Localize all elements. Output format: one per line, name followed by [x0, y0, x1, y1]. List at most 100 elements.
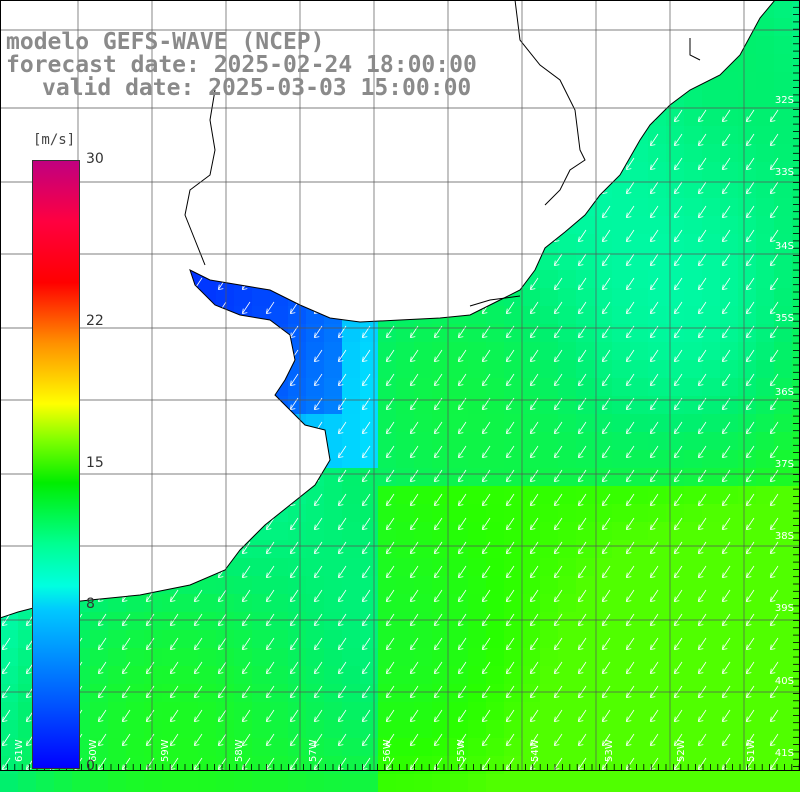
wind-cell — [18, 720, 36, 738]
wind-cell — [504, 396, 522, 414]
wind-arrow — [601, 541, 611, 555]
wind-cell — [738, 450, 756, 468]
wind-cell — [648, 594, 666, 612]
wind-cell — [198, 702, 216, 720]
wind-arrow — [601, 373, 611, 387]
wind-cell — [432, 540, 450, 558]
wind-cell — [216, 594, 234, 612]
wind-cell — [630, 522, 648, 540]
wind-cell — [252, 684, 270, 702]
wind-cell — [324, 648, 342, 666]
wind-cell — [144, 684, 162, 702]
wind-arrow — [361, 733, 371, 747]
wind-cell — [504, 594, 522, 612]
wind-arrow — [745, 229, 755, 243]
wind-cell — [90, 738, 108, 756]
wind-arrow — [745, 589, 755, 603]
wind-cell — [666, 342, 684, 360]
wind-cell — [630, 252, 648, 270]
wind-cell — [468, 756, 486, 774]
wind-cell — [468, 738, 486, 756]
wind-arrow — [625, 469, 635, 483]
wind-cell — [378, 378, 396, 396]
wind-cell — [594, 558, 612, 576]
wind-cell — [360, 468, 378, 486]
wind-cell — [576, 306, 594, 324]
wind-cell — [720, 522, 738, 540]
wind-cell — [504, 774, 522, 792]
wind-arrow — [649, 637, 659, 651]
wind-cell — [720, 360, 738, 378]
wind-cell — [414, 738, 432, 756]
wind-arrow — [577, 373, 587, 387]
wind-cell — [792, 198, 800, 216]
wind-cell — [756, 162, 774, 180]
wind-cell — [378, 360, 396, 378]
wind-arrow — [553, 661, 563, 675]
wind-cell — [720, 378, 738, 396]
wind-cell — [756, 432, 774, 450]
wind-cell — [144, 648, 162, 666]
wind-cell — [108, 666, 126, 684]
wind-cell — [558, 558, 576, 576]
wind-cell — [198, 576, 216, 594]
wind-cell — [612, 756, 630, 774]
wind-cell — [576, 468, 594, 486]
wind-arrow — [289, 301, 299, 315]
wind-arrow — [649, 181, 659, 195]
wind-cell — [738, 270, 756, 288]
wind-arrow — [481, 565, 491, 579]
wind-cell — [216, 666, 234, 684]
wind-cell — [666, 738, 684, 756]
wind-cell — [756, 522, 774, 540]
wind-cell — [540, 432, 558, 450]
wind-arrow — [529, 301, 539, 315]
wind-arrow — [577, 229, 587, 243]
wind-cell — [702, 342, 720, 360]
wind-cell — [666, 450, 684, 468]
wind-arrow — [121, 757, 131, 771]
wind-cell — [234, 558, 252, 576]
wind-cell — [126, 756, 144, 774]
wind-cell — [684, 342, 702, 360]
wind-arrow — [481, 637, 491, 651]
wind-cell — [684, 738, 702, 756]
wind-arrow — [625, 733, 635, 747]
wind-cell — [360, 612, 378, 630]
wind-arrow — [649, 229, 659, 243]
wind-cell — [198, 594, 216, 612]
wind-cell — [774, 180, 792, 198]
wind-cell — [540, 630, 558, 648]
wind-cell — [378, 486, 396, 504]
wind-cell — [558, 288, 576, 306]
wind-cell — [702, 774, 720, 792]
wind-cell — [702, 432, 720, 450]
wind-cell — [738, 342, 756, 360]
wind-arrow — [193, 733, 203, 747]
wind-cell — [288, 774, 306, 792]
wind-cell — [576, 522, 594, 540]
wind-cell — [378, 666, 396, 684]
wind-cell — [378, 504, 396, 522]
wind-arrow — [553, 517, 563, 531]
wind-cell — [324, 630, 342, 648]
wind-cell — [108, 684, 126, 702]
wind-cell — [396, 594, 414, 612]
wind-cell — [378, 432, 396, 450]
wind-cell — [630, 180, 648, 198]
wind-cell — [432, 720, 450, 738]
wind-cell — [270, 702, 288, 720]
wind-cell — [738, 630, 756, 648]
wind-arrow — [745, 181, 755, 195]
wind-cell — [684, 540, 702, 558]
wind-cell — [234, 720, 252, 738]
wind-cell — [378, 738, 396, 756]
wind-cell — [648, 432, 666, 450]
wind-cell — [666, 126, 684, 144]
wind-cell — [666, 162, 684, 180]
wind-cell — [468, 432, 486, 450]
wind-cell — [684, 288, 702, 306]
wind-cell — [360, 396, 378, 414]
wind-arrow — [745, 637, 755, 651]
wind-arrow — [673, 421, 683, 435]
